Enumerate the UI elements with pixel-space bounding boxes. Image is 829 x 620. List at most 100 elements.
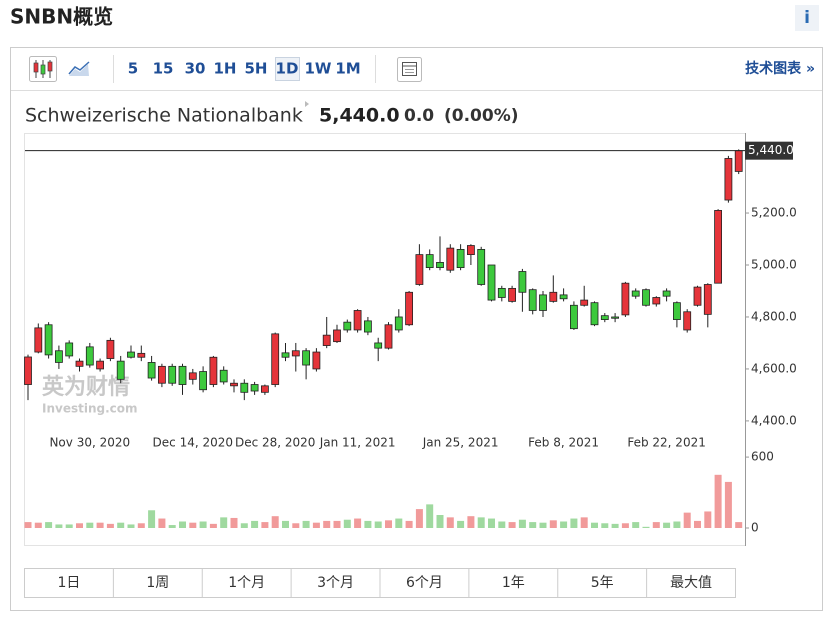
candle-body	[734, 150, 743, 172]
candle-icon[interactable]	[33, 60, 53, 78]
volume-bar	[488, 518, 495, 528]
y2-tick-label: 0	[751, 521, 759, 535]
interval-button[interactable]: 5	[128, 60, 138, 78]
candle-body	[477, 249, 486, 285]
candle-body	[570, 304, 578, 330]
volume-bar	[323, 520, 331, 528]
volume-bar	[24, 522, 32, 528]
volume-bar	[611, 523, 619, 528]
volume-bar	[518, 519, 526, 528]
range-button[interactable]: 1个月	[228, 575, 265, 591]
volume-bar	[240, 523, 248, 528]
candle-body	[693, 286, 702, 306]
candle-body	[384, 324, 393, 349]
technical-chart-link[interactable]: 技术图表 »	[745, 60, 815, 77]
interval-button[interactable]: 1W	[305, 60, 332, 78]
interval-button[interactable]: 5H	[245, 60, 268, 78]
active-interval[interactable]	[275, 57, 300, 81]
candle-body	[683, 311, 692, 331]
volume-bar	[426, 504, 434, 528]
range-button[interactable]: 1周	[146, 575, 169, 591]
candle-body	[96, 360, 104, 370]
volume-bar	[374, 521, 382, 528]
candle-body	[188, 372, 197, 380]
x-tick-label: Feb 8, 2021	[528, 436, 599, 450]
volume-bar	[312, 522, 320, 528]
interval-button[interactable]: 30	[185, 60, 206, 78]
candle-body	[600, 315, 609, 320]
volume-bar	[34, 522, 42, 528]
volume-bar	[117, 522, 125, 528]
volume-bar	[735, 522, 743, 528]
range-button[interactable]: 1日	[57, 575, 80, 591]
candle-body	[446, 247, 455, 271]
volume-bar	[251, 520, 259, 528]
x-tick-label: Jan 25, 2021	[422, 436, 499, 450]
candle-body	[374, 342, 383, 349]
candle-body	[127, 351, 135, 358]
volume-bar	[539, 522, 547, 528]
volume-bar	[55, 524, 63, 528]
range-button[interactable]: 5年	[591, 575, 614, 591]
interval-button[interactable]: 1H	[214, 60, 237, 78]
candle-body	[580, 299, 589, 306]
range-button[interactable]: 最大值	[670, 575, 712, 591]
candle-body	[302, 350, 311, 366]
candle-body	[240, 382, 249, 393]
range-button[interactable]: 1年	[502, 575, 525, 591]
volume-bar	[292, 523, 300, 528]
candle-body	[343, 321, 352, 331]
candle-body	[508, 287, 517, 302]
x-tick-label: Nov 30, 2020	[49, 436, 130, 450]
volume-bar	[724, 481, 732, 528]
candle-body	[312, 351, 321, 370]
candle-body	[415, 254, 424, 285]
volume-bar	[652, 522, 660, 528]
instrument-name: Schweizerische Nationalbank	[25, 105, 303, 127]
candle-body	[673, 302, 681, 320]
candle-body	[55, 350, 63, 363]
layout-icon[interactable]	[397, 57, 422, 82]
interval-button[interactable]: 1D	[276, 60, 299, 78]
info-icon[interactable]: i	[804, 8, 810, 28]
candle-body	[363, 320, 372, 333]
volume-bar	[45, 522, 53, 528]
volume-bar	[529, 522, 537, 528]
volume-bar	[189, 522, 197, 528]
interval-button[interactable]: 1M	[335, 60, 360, 78]
volume-bar	[86, 522, 94, 528]
volume-bar	[395, 518, 403, 528]
volume-bar	[158, 518, 166, 528]
candle-body	[353, 310, 362, 331]
range-button[interactable]: 3个月	[317, 575, 354, 591]
candle-body	[724, 158, 733, 201]
candle-body	[137, 352, 146, 358]
volume-bar	[76, 523, 83, 528]
range-button[interactable]: 6个月	[406, 575, 443, 591]
volume-bar	[663, 522, 671, 528]
y-tick-label: 4,400.0	[751, 413, 797, 427]
volume-bar	[364, 520, 372, 528]
volume-bar	[106, 523, 114, 528]
volume-bar	[436, 515, 444, 528]
candle-body	[178, 365, 187, 385]
candle-body	[250, 384, 259, 392]
interval-button[interactable]: 15	[153, 60, 174, 78]
volume-bar	[683, 512, 691, 528]
candle-body	[466, 245, 475, 256]
volume-bar	[282, 520, 289, 528]
watermark-site: Investing.com	[42, 402, 138, 416]
candle-body	[703, 284, 712, 315]
candle-body	[611, 316, 619, 319]
volume-bar	[632, 522, 640, 528]
volume-bar	[621, 523, 629, 528]
y-tick-label: 5,200.0	[751, 206, 797, 220]
line-icon[interactable]	[68, 61, 90, 76]
candle-body	[559, 294, 568, 300]
volume-bar	[199, 521, 207, 528]
candle-body	[34, 327, 43, 353]
candle-body	[260, 385, 269, 393]
watermark-brand: 英为财情	[42, 374, 130, 400]
info-button[interactable]	[795, 5, 819, 31]
